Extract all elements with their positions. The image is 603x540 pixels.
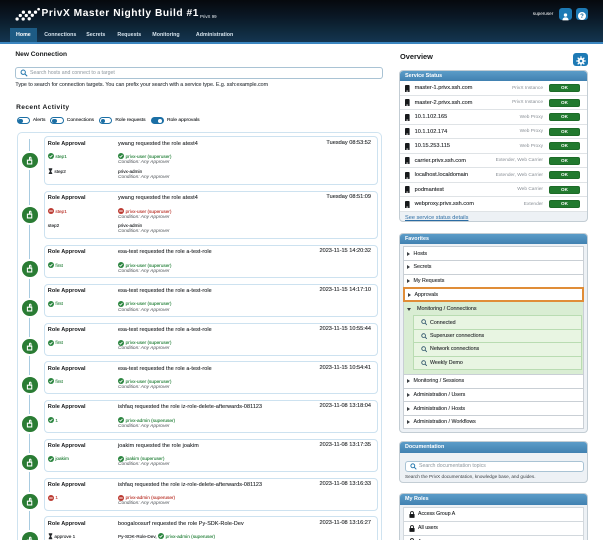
svg-text:?: ? <box>580 14 584 20</box>
